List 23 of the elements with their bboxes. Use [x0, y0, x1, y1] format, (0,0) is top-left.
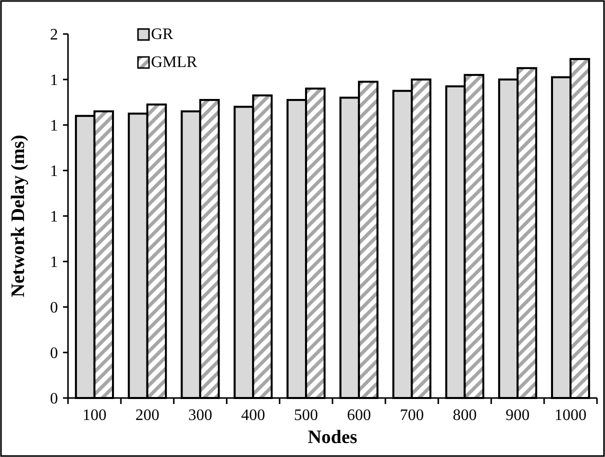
y-tick-label: 1 — [50, 208, 58, 226]
y-tick-label: 1 — [50, 163, 58, 180]
y-tick-label: 1 — [50, 118, 58, 135]
y-axis-title: Network Delay (ms) — [8, 134, 29, 298]
y-tick-label: 0 — [50, 300, 58, 317]
x-tick-label: 400 — [241, 407, 266, 424]
x-tick-label: 600 — [346, 407, 371, 424]
x-tick-label: 900 — [506, 407, 530, 424]
y-tick-label: 0 — [50, 345, 58, 362]
y-tick-label: 2 — [50, 26, 58, 44]
legend-label: GR — [151, 26, 174, 43]
x-tick-label: 500 — [294, 407, 318, 424]
x-axis-title: Nodes — [308, 427, 358, 448]
x-tick-label: 300 — [188, 407, 212, 424]
x-tick-label: 700 — [400, 407, 424, 424]
y-tick-label: 1 — [50, 254, 58, 272]
x-tick-label: 100 — [82, 407, 106, 424]
x-tick-label: 1000 — [554, 407, 587, 424]
legend-label: GMLR — [151, 54, 198, 71]
y-tick-label: 1 — [50, 72, 58, 90]
x-tick-label: 800 — [452, 407, 477, 424]
x-tick-label: 200 — [135, 407, 160, 424]
y-tick-label: 0 — [50, 390, 58, 408]
